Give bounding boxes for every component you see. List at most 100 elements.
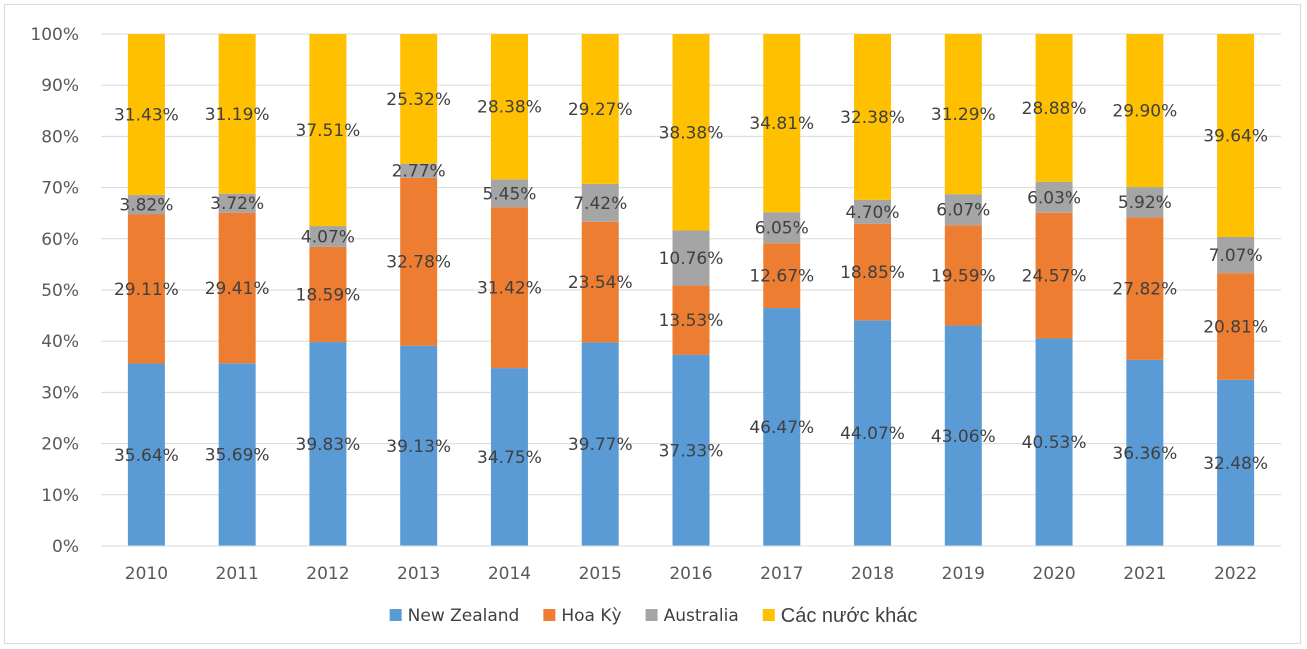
legend-swatch: [645, 609, 658, 621]
bar-segment: [490, 179, 528, 208]
bar-segment: [763, 308, 801, 546]
bar-segment: [400, 163, 438, 178]
legend-swatch: [389, 609, 402, 621]
bar-segment: [1126, 34, 1164, 188]
data-label: 40.53%: [1022, 433, 1087, 453]
y-tick-label: 50%: [41, 281, 79, 301]
bar-segment: [218, 193, 256, 213]
data-label: 5.45%: [482, 184, 536, 204]
bar-segment: [218, 33, 256, 194]
x-tick-label: 2013: [397, 564, 440, 584]
stacked-bar-chart: 0% 10% 20% 30% 40% 50% 60% 70% 80% 90% 100% 35.64%…: [30, 25, 1281, 627]
bar-segment: [763, 243, 801, 309]
bar-segment: [400, 34, 438, 164]
bar-segment: [309, 34, 347, 227]
x-tick-label: 2015: [579, 564, 622, 584]
bar-segment: [672, 34, 710, 231]
data-label: 6.03%: [1027, 188, 1081, 208]
bar-segment: [490, 34, 528, 180]
data-label: 31.43%: [114, 105, 179, 125]
bar-segment: [127, 363, 165, 546]
x-tick-label: 2016: [669, 564, 712, 584]
legend-item: Hoa Kỳ: [543, 606, 622, 626]
bar-segment: [944, 325, 982, 546]
data-label: 3.82%: [119, 196, 173, 216]
y-axis: 0% 10% 20% 30% 40% 50% 60% 70% 80% 90% 100%: [30, 25, 79, 557]
y-tick-label: 90%: [41, 76, 79, 96]
data-labels: 35.64% 29.11% 3.82% 31.43% 35.69% 29.41% 3.72%…: [114, 90, 1268, 474]
legend-item: New Zealand: [389, 606, 520, 626]
bar-segment: [1035, 33, 1073, 182]
data-label: 24.57%: [1022, 267, 1087, 287]
data-label: 32.38%: [840, 108, 905, 128]
x-tick-label: 2022: [1214, 564, 1257, 584]
data-label: 6.05%: [755, 219, 809, 239]
bar-segment: [1035, 212, 1073, 339]
bar-segment: [581, 34, 619, 184]
bar-segment: [763, 212, 801, 244]
x-tick-label: 2017: [760, 564, 803, 584]
bar-segment: [218, 363, 256, 546]
bar-segment: [1035, 338, 1073, 546]
data-label: 37.51%: [296, 121, 361, 141]
data-label: 27.82%: [1112, 280, 1177, 300]
data-label: 28.88%: [1022, 99, 1087, 119]
y-tick-label: 30%: [41, 383, 79, 403]
x-tick-label: 2018: [851, 564, 894, 584]
bar-segment: [1217, 34, 1255, 237]
data-label: 12.67%: [749, 267, 814, 287]
bar-segment: [581, 342, 619, 546]
y-tick-label: 70%: [41, 179, 79, 199]
x-tick-label: 2019: [942, 564, 985, 584]
data-label: 34.81%: [749, 114, 814, 134]
y-tick-label: 40%: [41, 332, 79, 352]
bar-segment: [581, 221, 619, 343]
y-tick-label: 100%: [30, 25, 79, 45]
bar-segment: [1126, 359, 1164, 546]
data-label: 18.59%: [296, 285, 361, 305]
bar-segment: [1217, 236, 1255, 274]
y-tick-label: 10%: [41, 486, 79, 506]
data-label: 18.85%: [840, 263, 905, 283]
bar-segment: [127, 34, 165, 195]
data-label: 43.06%: [931, 427, 996, 447]
data-label: 34.75%: [477, 448, 542, 468]
data-label: 44.07%: [840, 424, 905, 444]
x-tick-label: 2012: [306, 564, 349, 584]
legend-label: Hoa Kỳ: [561, 606, 621, 626]
data-label: 13.53%: [659, 311, 724, 331]
bar-segment: [854, 199, 892, 224]
bar-segment: [854, 320, 892, 546]
legend-label: Australia: [664, 606, 739, 626]
y-tick-label: 0%: [52, 537, 79, 557]
data-label: 28.38%: [477, 98, 542, 118]
bar-segment: [1126, 187, 1164, 218]
x-tick-label: 2014: [488, 564, 531, 584]
bar-segment: [218, 212, 256, 364]
bar-segment: [490, 368, 528, 546]
bar-segment: [127, 194, 165, 215]
legend-label: New Zealand: [408, 606, 520, 626]
legend-swatch: [762, 609, 775, 621]
data-label: 10.76%: [659, 249, 724, 269]
data-label: 29.27%: [568, 100, 633, 120]
data-label: 29.41%: [205, 279, 270, 299]
legend-item: Australia: [645, 606, 739, 626]
bar-segment: [1217, 273, 1255, 380]
data-label: 29.11%: [114, 280, 179, 300]
x-axis: 2010 2011 2012 2013 2014 2015 2016 2017 2018 2019…: [101, 545, 1281, 584]
bar-segment: [944, 225, 982, 326]
bar-segment: [763, 34, 801, 213]
bar-segment: [672, 285, 710, 355]
data-label: 35.69%: [205, 446, 270, 466]
data-label: 31.19%: [205, 105, 270, 125]
bar-segment: [1035, 181, 1073, 213]
data-label: 23.54%: [568, 273, 633, 293]
bar-segment: [1126, 217, 1164, 360]
data-label: 3.72%: [210, 194, 264, 214]
legend: New Zealand Hoa Kỳ Australia Các nước khác: [389, 605, 917, 627]
data-label: 35.64%: [114, 446, 179, 466]
legend-item: Các nước khác: [762, 605, 917, 627]
data-label: 32.78%: [386, 253, 451, 273]
bar-segment: [127, 214, 165, 364]
